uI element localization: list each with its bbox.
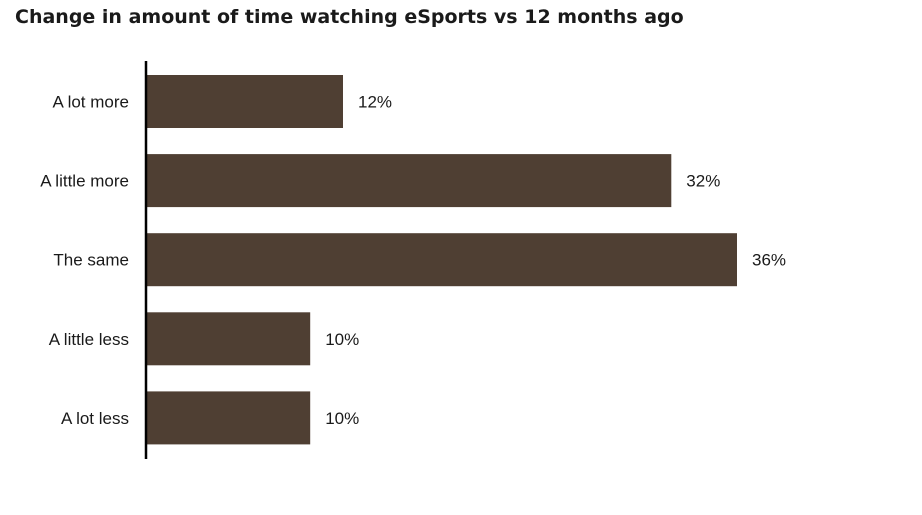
value-label: 36% bbox=[752, 251, 786, 270]
value-label: 10% bbox=[325, 330, 359, 349]
bar bbox=[146, 391, 311, 445]
value-label: 32% bbox=[686, 172, 720, 191]
bar bbox=[146, 312, 311, 366]
value-label: 12% bbox=[358, 93, 392, 112]
category-label: The same bbox=[53, 251, 129, 270]
category-label: A little less bbox=[49, 330, 129, 349]
category-label: A lot less bbox=[61, 409, 129, 428]
bar bbox=[146, 154, 672, 208]
chart-title: Change in amount of time watching eSport… bbox=[15, 6, 684, 28]
category-labels-group: A lot more A little more The same A little … bbox=[40, 93, 129, 428]
bar bbox=[146, 233, 737, 287]
category-label: A little more bbox=[40, 172, 129, 191]
value-labels-group: 12% 32% 36% 10% 10% bbox=[325, 93, 786, 428]
category-label: A lot more bbox=[52, 93, 129, 112]
value-label: 10% bbox=[325, 409, 359, 428]
bars-group bbox=[146, 75, 737, 445]
bar bbox=[146, 75, 343, 128]
